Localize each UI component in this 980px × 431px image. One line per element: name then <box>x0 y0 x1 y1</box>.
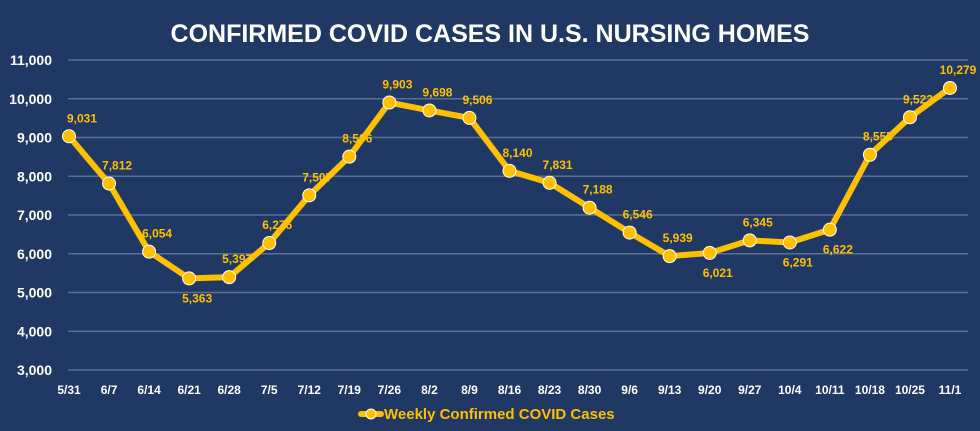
data-point <box>302 188 317 203</box>
data-label: 6,054 <box>142 227 172 241</box>
x-tick-label: 8/9 <box>461 383 478 397</box>
data-point <box>62 129 76 144</box>
x-tick-label: 10/4 <box>778 383 802 397</box>
x-tick-label: 10/11 <box>815 383 845 397</box>
x-tick-label: 7/26 <box>378 383 402 397</box>
series-line <box>66 85 952 282</box>
data-point <box>822 222 837 237</box>
data-point <box>382 95 397 110</box>
y-tick-label: 10,000 <box>9 91 52 107</box>
data-label: 5,939 <box>663 231 693 245</box>
data-label: 8,140 <box>502 146 532 160</box>
y-tick-label: 7,000 <box>17 207 52 223</box>
data-point <box>422 103 437 118</box>
data-point <box>702 245 717 260</box>
x-tick-label: 8/16 <box>498 383 522 397</box>
data-point <box>342 149 357 164</box>
data-label: 9,903 <box>382 78 412 92</box>
x-axis: 5/31 6/7 6/14 6/21 6/28 7/5 7/12 7/19 7/26 8/2 8/9… <box>57 383 961 397</box>
data-label: 7,507 <box>302 170 332 184</box>
data-point <box>262 236 277 251</box>
grid <box>68 59 968 371</box>
data-point <box>222 270 237 285</box>
data-label: 6,345 <box>743 215 773 229</box>
data-label: 7,812 <box>102 159 132 173</box>
x-tick-label: 8/2 <box>421 383 438 397</box>
x-tick-label: 8/23 <box>538 383 562 397</box>
data-label: 6,276 <box>262 218 292 232</box>
y-axis: 3,000 4,000 5,000 6,000 7,000 8,000 9,000 10,00… <box>9 52 52 378</box>
data-label: 5,397 <box>222 252 252 266</box>
data-label: 6,021 <box>703 266 733 280</box>
x-tick-label: 9/27 <box>738 383 762 397</box>
x-tick-label: 5/31 <box>57 383 81 397</box>
x-tick-label: 11/1 <box>939 383 962 397</box>
data-label: 5,363 <box>182 291 212 305</box>
legend-marker <box>365 408 377 420</box>
data-point <box>582 200 597 215</box>
data-label: 7,831 <box>543 158 573 172</box>
data-point <box>622 225 637 240</box>
x-tick-label: 6/7 <box>101 383 118 397</box>
data-labels: 9,031 7,812 6,054 5,363 5,397 6,276 7,507 8,506… <box>67 63 977 305</box>
x-tick-label: 10/18 <box>855 383 885 397</box>
data-point <box>542 175 557 190</box>
y-tick-label: 11,000 <box>10 52 52 68</box>
data-point <box>782 235 797 250</box>
data-label: 9,698 <box>422 85 452 99</box>
data-point <box>142 244 157 259</box>
data-point <box>662 249 677 264</box>
data-point <box>902 110 917 125</box>
data-point <box>862 147 877 162</box>
chart-title: CONFIRMED COVID CASES IN U.S. NURSING HO… <box>171 20 810 48</box>
x-tick-label: 7/12 <box>298 383 322 397</box>
data-label: 6,622 <box>823 243 853 257</box>
data-label: 8,555 <box>863 130 893 144</box>
x-tick-label: 6/14 <box>137 383 161 397</box>
data-point <box>462 110 477 125</box>
data-label: 9,031 <box>67 111 97 125</box>
y-tick-label: 4,000 <box>17 323 52 339</box>
data-label: 9,506 <box>462 93 492 107</box>
data-point <box>943 80 957 95</box>
x-tick-label: 6/21 <box>177 383 201 397</box>
y-tick-label: 6,000 <box>17 246 52 262</box>
x-tick-label: 9/20 <box>698 383 722 397</box>
data-point <box>102 176 117 191</box>
x-tick-label: 9/13 <box>658 383 682 397</box>
x-tick-label: 9/6 <box>621 383 638 397</box>
y-tick-label: 5,000 <box>17 285 52 301</box>
data-label: 6,291 <box>783 255 813 269</box>
data-label: 8,506 <box>342 132 372 146</box>
x-tick-label: 6/28 <box>218 383 242 397</box>
data-point <box>182 271 197 286</box>
x-tick-label: 7/19 <box>338 383 362 397</box>
y-tick-label: 8,000 <box>17 168 52 184</box>
x-tick-label: 8/30 <box>578 383 602 397</box>
y-tick-label: 3,000 <box>17 362 52 378</box>
legend-label: Weekly Confirmed COVID Cases <box>384 406 615 423</box>
data-point <box>742 233 757 248</box>
x-tick-label: 7/5 <box>261 383 278 397</box>
y-tick-label: 9,000 <box>17 130 52 146</box>
data-point <box>502 163 517 178</box>
legend: Weekly Confirmed COVID Cases <box>358 406 615 423</box>
data-label: 9,522 <box>903 92 933 106</box>
series <box>62 80 957 286</box>
data-label: 10,279 <box>940 63 977 77</box>
x-tick-label: 10/25 <box>895 383 925 397</box>
data-label: 7,188 <box>583 183 613 197</box>
data-label: 6,546 <box>623 208 653 222</box>
